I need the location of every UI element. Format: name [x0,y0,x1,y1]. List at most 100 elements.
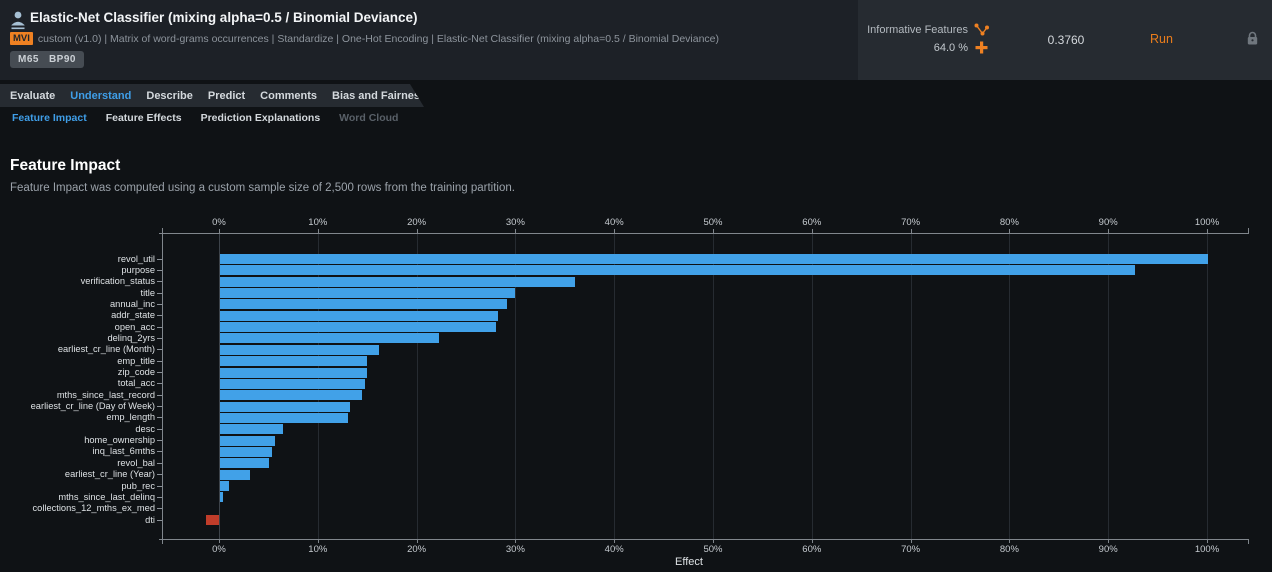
x-axis-tick-top [910,229,912,233]
x-tick-label-top: 20% [407,217,427,228]
impact-bar [220,288,516,299]
x-tick-label-bottom: 70% [901,544,921,555]
tab-understand[interactable]: Understand [70,89,132,102]
impact-bar [220,299,507,310]
y-axis-line [162,233,163,539]
impact-bar [220,265,1135,276]
feature-tick [157,337,162,339]
blueprint-description: custom (v1.0) | Matrix of word-grams occ… [37,32,720,45]
feature-label: pub_rec [121,480,155,491]
x-tick-label-top: 30% [505,217,525,228]
feature-tick [157,508,162,510]
feature-label: earliest_cr_line (Year) [64,469,155,480]
x-axis-tick-bottom [416,539,418,543]
x-tick-label-bottom: 100% [1194,544,1220,555]
x-tick-label-bottom: 10% [308,544,328,555]
tab-bias-and-fairness[interactable]: Bias and Fairness [332,89,427,102]
feature-label: delinq_2yrs [107,332,155,343]
x-axis-tick-top [1108,229,1110,233]
axis-end-tick [162,228,163,233]
impact-bar [220,333,440,344]
x-tick-label-top: 70% [901,217,921,228]
subtab-feature-effects[interactable]: Feature Effects [105,112,182,124]
impact-bar [220,276,575,287]
feature-tick [157,383,162,385]
x-tick-label-top: 10% [308,217,328,228]
model-icon [11,11,25,30]
add-sample-plus-icon[interactable] [974,40,989,55]
featurelist-branch-icon[interactable] [974,23,990,36]
x-tick-label-top: 0% [212,217,226,228]
feature-label: mths_since_last_record [56,389,155,400]
gridline [515,233,517,539]
x-axis-tick-bottom [910,539,912,543]
feature-label: open_acc [114,321,155,332]
feature-label: earliest_cr_line (Month) [57,344,155,355]
feature-label: inq_last_6mths [92,446,155,457]
tab-predict[interactable]: Predict [207,89,246,102]
main-tabs: Evaluate Understand Describe Predict Comment… [0,84,427,107]
subtab-prediction-explanations[interactable]: Prediction Explanations [200,112,321,124]
impact-bar [220,378,366,389]
feature-label: addr_state [111,310,155,321]
gridline [811,233,813,539]
x-axis-tick-top [317,229,319,233]
impact-bar [220,424,284,435]
sample-size-selector[interactable]: 64.0 % [933,42,968,54]
tab-evaluate[interactable]: Evaluate [10,89,56,102]
feature-label: annual_inc [110,298,155,309]
feature-label: earliest_cr_line (Day of Week) [30,401,155,412]
understand-subtabs: Feature Impact Feature Effects Prediction … [12,112,398,124]
x-tick-label-top: 50% [703,217,723,228]
gridline [1009,233,1011,539]
feature-tick [157,360,162,362]
axis-end-tick [1248,539,1249,544]
x-axis-tick-bottom [515,539,517,543]
x-axis-tick-top [1009,229,1011,233]
impact-bar [220,446,273,457]
run-button[interactable]: Run [1150,32,1173,46]
gridline [1207,233,1208,539]
feature-tick [157,258,162,260]
x-tick-label-bottom: 80% [999,544,1019,555]
feature-label: collections_12_mths_ex_med [32,503,155,514]
feature-label: title [140,287,155,298]
x-tick-label-top: 60% [802,217,822,228]
x-tick-label-bottom: 20% [407,544,427,555]
feature-tick [157,417,162,419]
x-tick-label-bottom: 0% [212,544,226,555]
x-axis-tick-top [219,229,220,233]
impact-bar [220,367,368,378]
x-axis-tick-bottom [614,539,616,543]
gridline [219,233,220,539]
x-axis-tick-top [416,229,418,233]
impact-bar [220,481,229,491]
feature-tick [157,394,162,396]
feature-tick [157,349,162,351]
axis-end-tick [162,539,163,544]
x-axis-tick-top [614,229,616,233]
feature-tick [157,474,162,476]
x-axis-tick-top [515,229,517,233]
feature-tick [157,485,162,487]
feature-tick [157,372,162,373]
x-tick-label-top: 100% [1194,217,1220,228]
feature-tick [157,326,162,328]
impact-bar [220,344,380,355]
x-axis-tick-bottom [219,539,220,543]
tab-comments[interactable]: Comments [260,89,317,102]
subtab-feature-impact[interactable]: Feature Impact [12,112,87,124]
feature-label: verification_status [80,276,155,287]
feature-label: mths_since_last_delinq [58,491,155,502]
feature-label: emp_title [117,355,155,366]
feature-label: emp_length [106,412,155,423]
x-axis-tick-bottom [317,539,319,543]
feature-tick [157,303,162,305]
tab-describe[interactable]: Describe [146,89,193,102]
featurelist-selector[interactable]: Informative Features [867,24,968,36]
x-axis-title: Effect [675,556,703,568]
impact-bar [220,435,276,446]
model-header: Elastic-Net Classifier (mixing alpha=0.5… [0,0,1272,80]
